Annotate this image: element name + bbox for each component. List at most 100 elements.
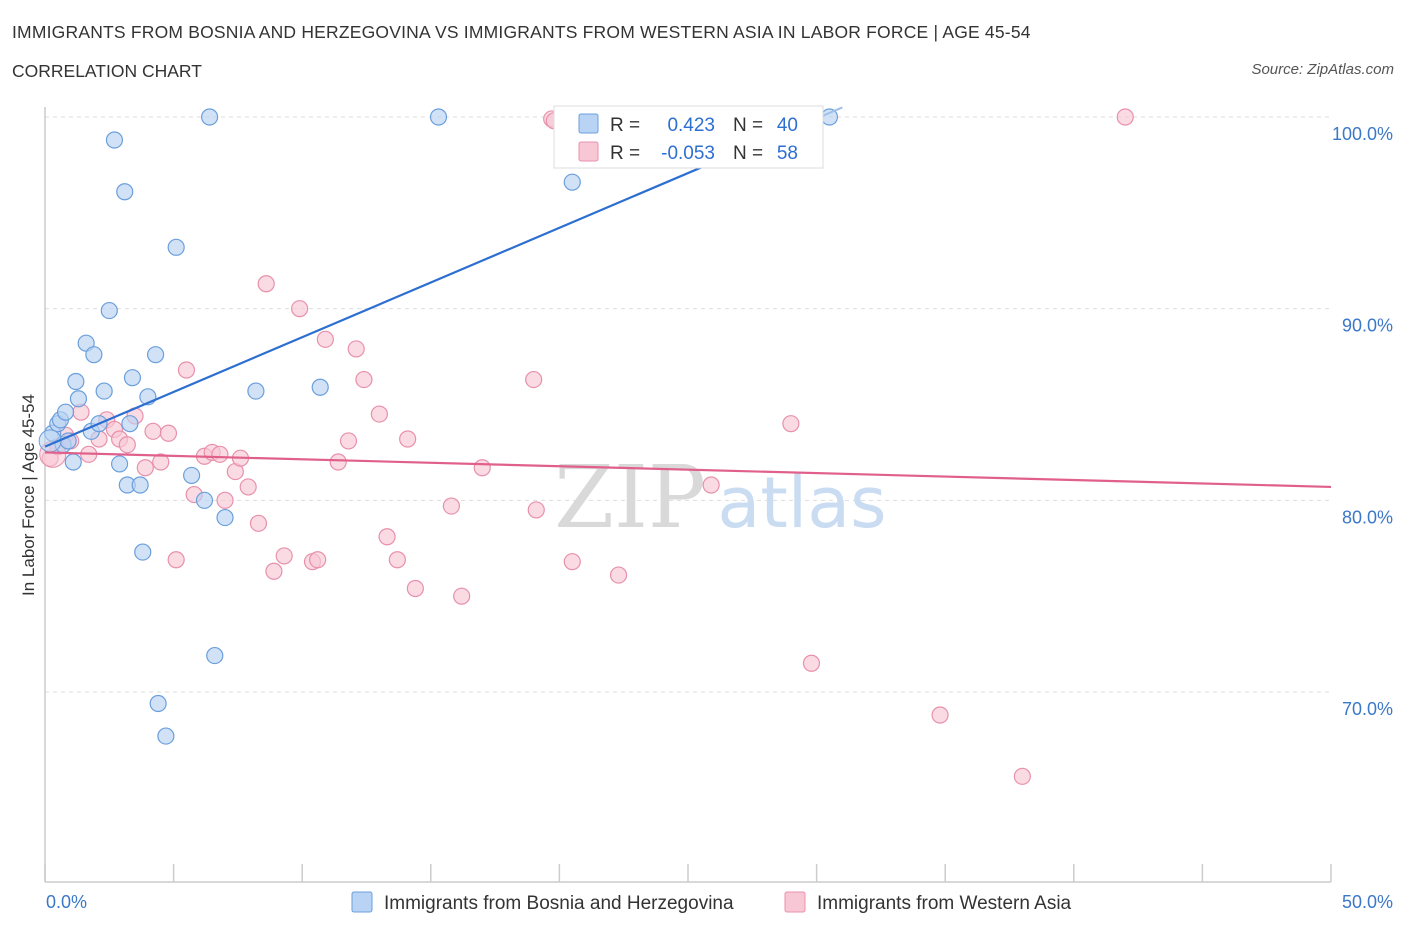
data-point [782,415,800,433]
x-tick-label: 50.0% [1342,892,1393,912]
data-point [563,173,581,191]
legend-n-label-blue: N = [733,115,763,136]
data-point [134,543,152,561]
legend-n-label-pink: N = [733,143,763,164]
data-point [56,403,75,421]
data-point [309,551,327,569]
data-point [167,551,185,569]
data-point [146,346,165,364]
chart-title: IMMIGRANTS FROM BOSNIA AND HERZEGOVINA V… [12,22,1031,42]
correlation-legend: R = 0.423 N = 40 R = -0.053 N = 58 [553,105,824,169]
trend-line-western-asia [44,451,1332,489]
series-legend: Immigrants from Bosnia and Herzegovina I… [351,891,1072,914]
data-point [525,370,543,389]
x-tick-labels: 0.0% 50.0% [46,892,1393,912]
data-point [100,301,118,320]
y-tick-label: 70.0% [1342,699,1393,719]
data-point [121,415,139,433]
data-point [157,727,175,745]
watermark-atlas: atlas [717,462,886,544]
data-point [149,694,167,713]
data-point [144,422,162,440]
data-point [211,445,229,463]
legend-r-value-blue: 0.423 [667,115,715,136]
data-point [177,361,196,379]
y-tick-label: 100.0% [1332,124,1393,144]
data-point [702,476,720,494]
data-point [105,131,124,149]
data-point [265,562,283,580]
data-point [399,430,417,448]
data-point [67,372,85,391]
data-point [249,514,268,532]
data-point [378,528,396,546]
data-point [370,405,388,423]
data-point [563,553,581,571]
data-point [123,369,142,387]
data-point [388,551,406,569]
data-point [216,491,234,509]
grid-lines [45,116,1331,693]
data-point [216,508,234,527]
data-point [64,453,82,471]
source-credit: Source: ZipAtlas.com [1251,61,1394,78]
data-point [316,330,334,348]
data-point [136,459,154,477]
data-point [347,340,365,358]
y-tick-label: 80.0% [1342,507,1393,527]
data-point [95,382,113,400]
axes [44,107,1332,883]
data-point [429,108,448,126]
data-point [239,478,257,496]
data-point [453,587,471,605]
data-point [275,547,293,565]
y-tick-label: 90.0% [1342,316,1393,336]
y-axis-label: In Labor Force | Age 45-54 [19,394,38,596]
data-point [442,497,460,515]
data-point [473,459,491,477]
legend-r-label-blue: R = [610,115,640,136]
data-point [406,579,424,598]
data-point [609,566,628,584]
correlation-legend-frame [553,105,824,169]
legend-r-label-pink: R = [610,143,640,164]
chart-subtitle: CORRELATION CHART [12,61,202,81]
legend-swatch-pink [578,141,599,162]
data-point [69,390,88,408]
data-point [195,491,214,509]
data-point [110,455,129,473]
data-point [257,275,275,293]
series-legend-label-western-asia: Immigrants from Western Asia [817,893,1072,914]
data-point [118,436,136,454]
data-point [183,466,201,485]
data-point [201,108,219,126]
data-point [159,424,178,442]
legend-swatch-blue [578,113,599,134]
series-western-asia-points [39,108,1134,785]
data-point [355,370,373,389]
data-point [339,432,358,450]
data-point [247,382,265,400]
watermark: ZIP atlas [554,448,886,548]
data-point [85,346,103,364]
data-point [167,238,185,256]
data-point [152,453,170,471]
series-legend-swatch-western-asia [784,891,806,913]
data-point [311,378,329,396]
series-legend-swatch-bosnia [351,891,373,913]
data-point [206,646,224,665]
legend-n-value-pink: 58 [777,143,798,164]
data-point [116,183,134,201]
data-point [329,453,347,471]
data-point [291,300,309,318]
x-tick-label: 0.0% [46,892,87,912]
legend-r-value-pink: -0.053 [661,143,715,164]
series-legend-label-bosnia: Immigrants from Bosnia and Herzegovina [384,893,734,914]
data-point [802,654,821,672]
watermark-zip: ZIP [554,448,706,548]
data-point [1116,108,1134,126]
data-point [1013,767,1031,785]
data-point [131,476,149,494]
legend-n-value-blue: 40 [777,115,798,136]
